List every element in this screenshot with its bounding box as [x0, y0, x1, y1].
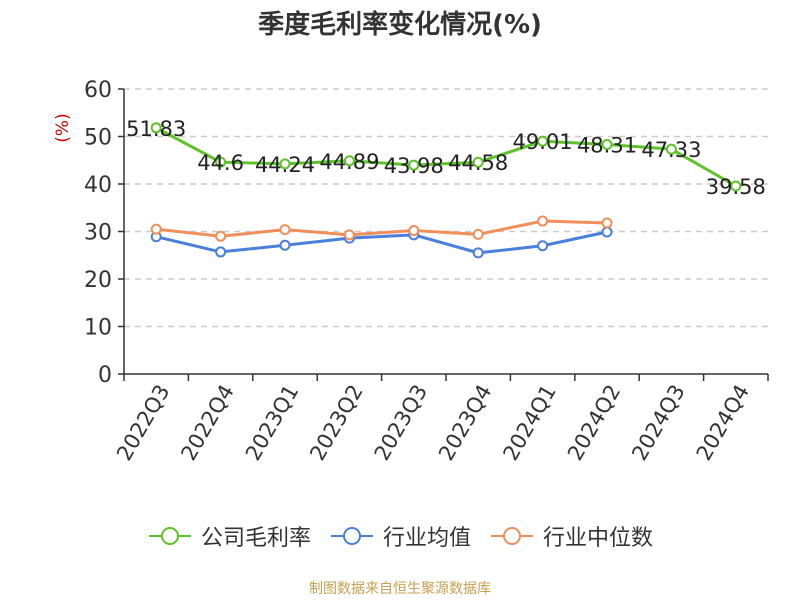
- legend-marker-icon: [330, 527, 373, 545]
- data-point: [343, 155, 355, 167]
- data-point: [472, 247, 484, 259]
- x-tick-label: 2022Q3: [112, 381, 174, 465]
- legend-label: 行业中位数: [543, 526, 654, 551]
- legend-label: 公司毛利率: [200, 526, 311, 551]
- series-line: [155, 126, 737, 188]
- y-tick-label: 0: [98, 363, 112, 388]
- chart-title: 季度毛利率变化情况(%): [258, 10, 542, 40]
- legend-item-industry-median[interactable]: 行业中位数: [489, 520, 653, 552]
- data-point: [279, 239, 291, 251]
- x-tick-label: 2023Q2: [305, 381, 367, 465]
- series-line: [155, 230, 608, 255]
- data-point: [150, 122, 162, 134]
- data-point: [601, 217, 613, 229]
- data-point: [150, 223, 162, 235]
- data-point: [343, 229, 355, 241]
- data-point: [408, 225, 420, 237]
- chart-legend: 公司毛利率 行业均值 行业中位数: [0, 520, 800, 552]
- data-point: [215, 156, 227, 168]
- data-point: [601, 139, 613, 151]
- x-tick-label: 2024Q1: [498, 381, 560, 465]
- y-tick-label: 30: [84, 221, 112, 246]
- data-point: [537, 215, 549, 227]
- data-point: [279, 158, 291, 170]
- data-label: 51.83: [126, 117, 186, 141]
- legend-item-industry-average[interactable]: 行业均值: [329, 520, 471, 552]
- data-point: [472, 228, 484, 240]
- data-point: [537, 135, 549, 147]
- series-line: [156, 219, 608, 238]
- data-point: [537, 240, 549, 252]
- data-label: 44.89: [319, 150, 379, 174]
- y-axis-label: (%): [53, 113, 73, 142]
- legend-item-company-gross-margin[interactable]: 公司毛利率: [147, 520, 311, 552]
- x-tick-label: 2023Q3: [370, 381, 432, 465]
- data-label: 43.98: [384, 154, 444, 178]
- y-tick-label: 50: [84, 126, 112, 151]
- y-tick-label: 10: [84, 316, 112, 341]
- legend-marker-icon: [491, 527, 533, 545]
- y-tick-label: 20: [84, 268, 112, 293]
- data-source-note: 制图数据来自恒生聚源数据库: [309, 581, 491, 597]
- data-point: [408, 159, 420, 171]
- y-tick-label: 60: [84, 78, 112, 103]
- legend-label: 行业均值: [382, 526, 471, 551]
- data-point: [730, 180, 742, 192]
- data-point: [215, 230, 227, 242]
- legend-marker-icon: [148, 527, 191, 545]
- x-tick-label: 2024Q2: [563, 381, 625, 465]
- x-tick-label: 2023Q4: [434, 381, 496, 465]
- data-label: 39.58: [706, 175, 766, 199]
- data-point: [601, 226, 613, 238]
- x-tick-label: 2024Q3: [627, 381, 689, 465]
- data-point: [665, 143, 677, 155]
- data-point: [472, 156, 484, 168]
- data-label: 44.58: [448, 151, 508, 175]
- x-tick-label: 2023Q1: [241, 381, 303, 465]
- x-tick-label: 2022Q4: [176, 381, 238, 465]
- y-tick-label: 40: [84, 173, 112, 198]
- data-label: 48.31: [577, 134, 637, 158]
- data-label: 44.6: [197, 151, 244, 175]
- data-label: 47.33: [641, 138, 701, 162]
- data-point: [215, 246, 227, 258]
- data-label: 49.01: [513, 130, 573, 154]
- data-point: [279, 224, 291, 236]
- x-tick-label: 2024Q4: [692, 381, 754, 465]
- data-label: 44.24: [255, 153, 315, 177]
